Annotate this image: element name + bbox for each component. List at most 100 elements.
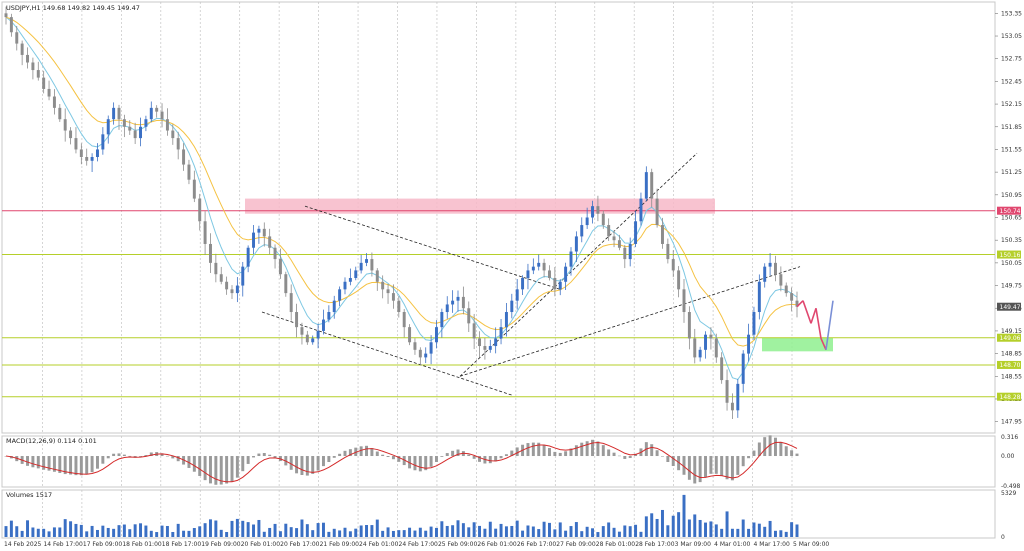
candle — [531, 258, 535, 275]
price-tick-label: 153.35 — [1001, 10, 1022, 17]
volume-pane[interactable] — [1, 489, 996, 539]
price-tag-bg — [997, 333, 1021, 342]
candle-body — [327, 312, 331, 320]
macd-histogram-bar — [305, 456, 309, 476]
macd-histogram-bar — [289, 456, 293, 470]
macd-histogram-bar — [720, 456, 724, 477]
volume-bar — [257, 519, 261, 537]
macd-histogram-bar — [542, 444, 546, 457]
volume-bar — [666, 525, 670, 537]
candle-body — [730, 402, 734, 411]
candle — [155, 105, 159, 118]
candle — [354, 266, 358, 281]
volume-bar — [687, 519, 691, 537]
candle-body — [391, 293, 395, 301]
volume-bar — [284, 523, 288, 537]
candle-body — [144, 119, 148, 127]
macd-histogram-bar — [607, 449, 611, 457]
main-pane[interactable] — [1, 1, 996, 434]
candle-body — [558, 281, 562, 290]
macd-histogram-bar — [203, 456, 207, 481]
moving-averages — [5, 16, 798, 381]
candle-body — [332, 300, 336, 313]
candle — [375, 268, 379, 291]
price-tick-label: 148.85 — [1001, 351, 1022, 358]
candle — [42, 70, 46, 94]
time-axis: 14 Feb 2025 14 Feb 17:00 17 Feb 09:00 18 Fe… — [4, 541, 829, 548]
macd-tick-label: -0.498 — [1001, 483, 1021, 490]
candle — [192, 170, 196, 203]
price-tick-label: 151.55 — [1001, 146, 1022, 153]
macd-histogram-bar — [198, 456, 202, 476]
macd-tick-label: 0.00 — [1001, 453, 1015, 460]
candle-body — [601, 213, 605, 226]
macd-axis: 0.316 0.00 -0.498 — [1001, 434, 1021, 490]
x-tick-label: 14 Feb 2025 — [4, 541, 42, 548]
channel-line — [459, 152, 698, 377]
candle — [768, 253, 772, 276]
candle — [607, 218, 611, 241]
volume-bar — [343, 527, 347, 537]
candle — [321, 309, 325, 335]
candle-body — [208, 243, 212, 263]
macd-histogram-bar — [101, 456, 105, 464]
macd-histogram-bar — [564, 451, 568, 457]
candle-body — [343, 281, 347, 290]
main-title: USDJPY,H1 149.68 149.82 149.45 149.47 — [6, 4, 140, 12]
volume-bar — [698, 519, 702, 537]
candle-body — [85, 157, 89, 161]
macd-histogram-bar — [413, 456, 417, 471]
candle — [252, 225, 256, 255]
x-tick-label: 17 Feb 09:00 — [83, 541, 123, 548]
macd-histogram-bar — [112, 453, 116, 457]
volume-bar — [63, 519, 67, 537]
volume-bar — [15, 526, 19, 537]
volume-bar — [316, 523, 320, 537]
macd-pane[interactable] — [1, 435, 996, 488]
volume-bar — [219, 529, 223, 537]
macd-histogram-bar — [795, 453, 799, 457]
volume-bar — [671, 515, 675, 537]
volume-bar — [52, 527, 56, 537]
macd-histogram-bar — [424, 456, 428, 471]
price-tag: 149.06 — [997, 333, 1021, 342]
candle-body — [192, 179, 196, 199]
volume-bar — [488, 521, 492, 537]
price-tick-label: 150.95 — [1001, 192, 1022, 199]
candle-body — [574, 236, 578, 252]
macd-histogram-bar — [273, 456, 277, 458]
macd-histogram-bar — [628, 456, 632, 458]
candle — [580, 217, 584, 243]
candle-body — [122, 119, 126, 127]
candle — [160, 103, 164, 128]
volume-bar — [246, 522, 250, 537]
volume-bar — [763, 526, 767, 537]
macd-histogram-bar — [171, 456, 175, 459]
volume-bar — [682, 494, 686, 537]
ma-fast-line — [5, 16, 798, 381]
macd-histogram-bar — [747, 456, 751, 459]
channel-line — [261, 311, 513, 396]
candle — [617, 234, 621, 251]
candle-body — [666, 243, 670, 260]
candle-body — [596, 206, 600, 214]
macd-histogram-bar — [617, 455, 621, 457]
candle — [397, 295, 401, 318]
volume-bar — [230, 520, 234, 537]
macd-histogram-bar — [569, 448, 573, 457]
candle — [413, 338, 417, 355]
macd-histogram-bar — [574, 445, 578, 457]
volume-bar — [644, 516, 648, 537]
volume-bar — [370, 525, 374, 537]
candle-body — [531, 266, 535, 271]
candle-body — [408, 327, 412, 343]
candle — [316, 323, 320, 349]
volume-bar — [736, 528, 740, 537]
candle — [747, 323, 751, 362]
volume-bar — [305, 524, 309, 537]
candle-body — [569, 251, 573, 267]
candle-body — [634, 221, 638, 244]
x-tick-label: 24 Feb 01:00 — [359, 541, 399, 548]
macd-histogram-bar — [327, 456, 331, 462]
